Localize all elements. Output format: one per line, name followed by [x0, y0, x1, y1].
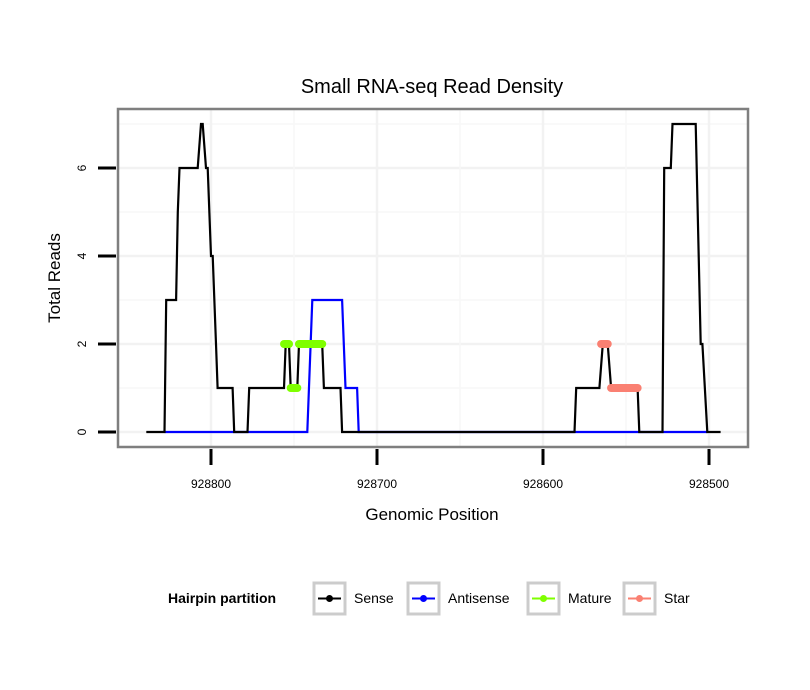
plot-background [118, 109, 748, 447]
legend-title: Hairpin partition [168, 590, 276, 606]
x-tick-label: 928600 [523, 477, 563, 491]
plot-panel [116, 107, 750, 449]
legend-key-point [636, 595, 643, 602]
x-tick-label: 928800 [191, 477, 231, 491]
legend-label: Star [664, 590, 690, 606]
legend-label: Mature [568, 590, 612, 606]
y-tick-label: 6 [75, 164, 89, 171]
series-line-antisense [164, 298, 708, 434]
legend-key-point [326, 595, 333, 602]
x-axis-title: Genomic Position [365, 505, 498, 524]
legend-label: Antisense [448, 590, 510, 606]
y-tick-label: 2 [75, 340, 89, 347]
legend-key-point [540, 595, 547, 602]
legend-label: Sense [354, 590, 394, 606]
legend-entry-mature: Mature [526, 581, 612, 616]
x-axis: 928800 928700 928600 928500 [191, 449, 729, 491]
x-tick-label: 928500 [689, 477, 729, 491]
x-tick-label: 928700 [357, 477, 397, 491]
chart-title: Small RNA-seq Read Density [301, 76, 563, 98]
legend: Hairpin partition Sense Antisense Mature St… [168, 581, 690, 616]
y-axis-title: Total Reads [45, 233, 64, 323]
y-tick-label: 4 [75, 252, 89, 259]
y-axis: 0 2 4 6 [75, 164, 116, 435]
panel-border [116, 107, 750, 449]
legend-entry-sense: Sense [312, 581, 394, 616]
legend-entry-star: Star [622, 581, 690, 616]
legend-entry-antisense: Antisense [406, 581, 510, 616]
legend-key-point [420, 595, 427, 602]
legend-entries: Sense Antisense Mature Star [312, 581, 690, 616]
y-tick-label: 0 [75, 428, 89, 435]
series-layer [146, 122, 721, 434]
